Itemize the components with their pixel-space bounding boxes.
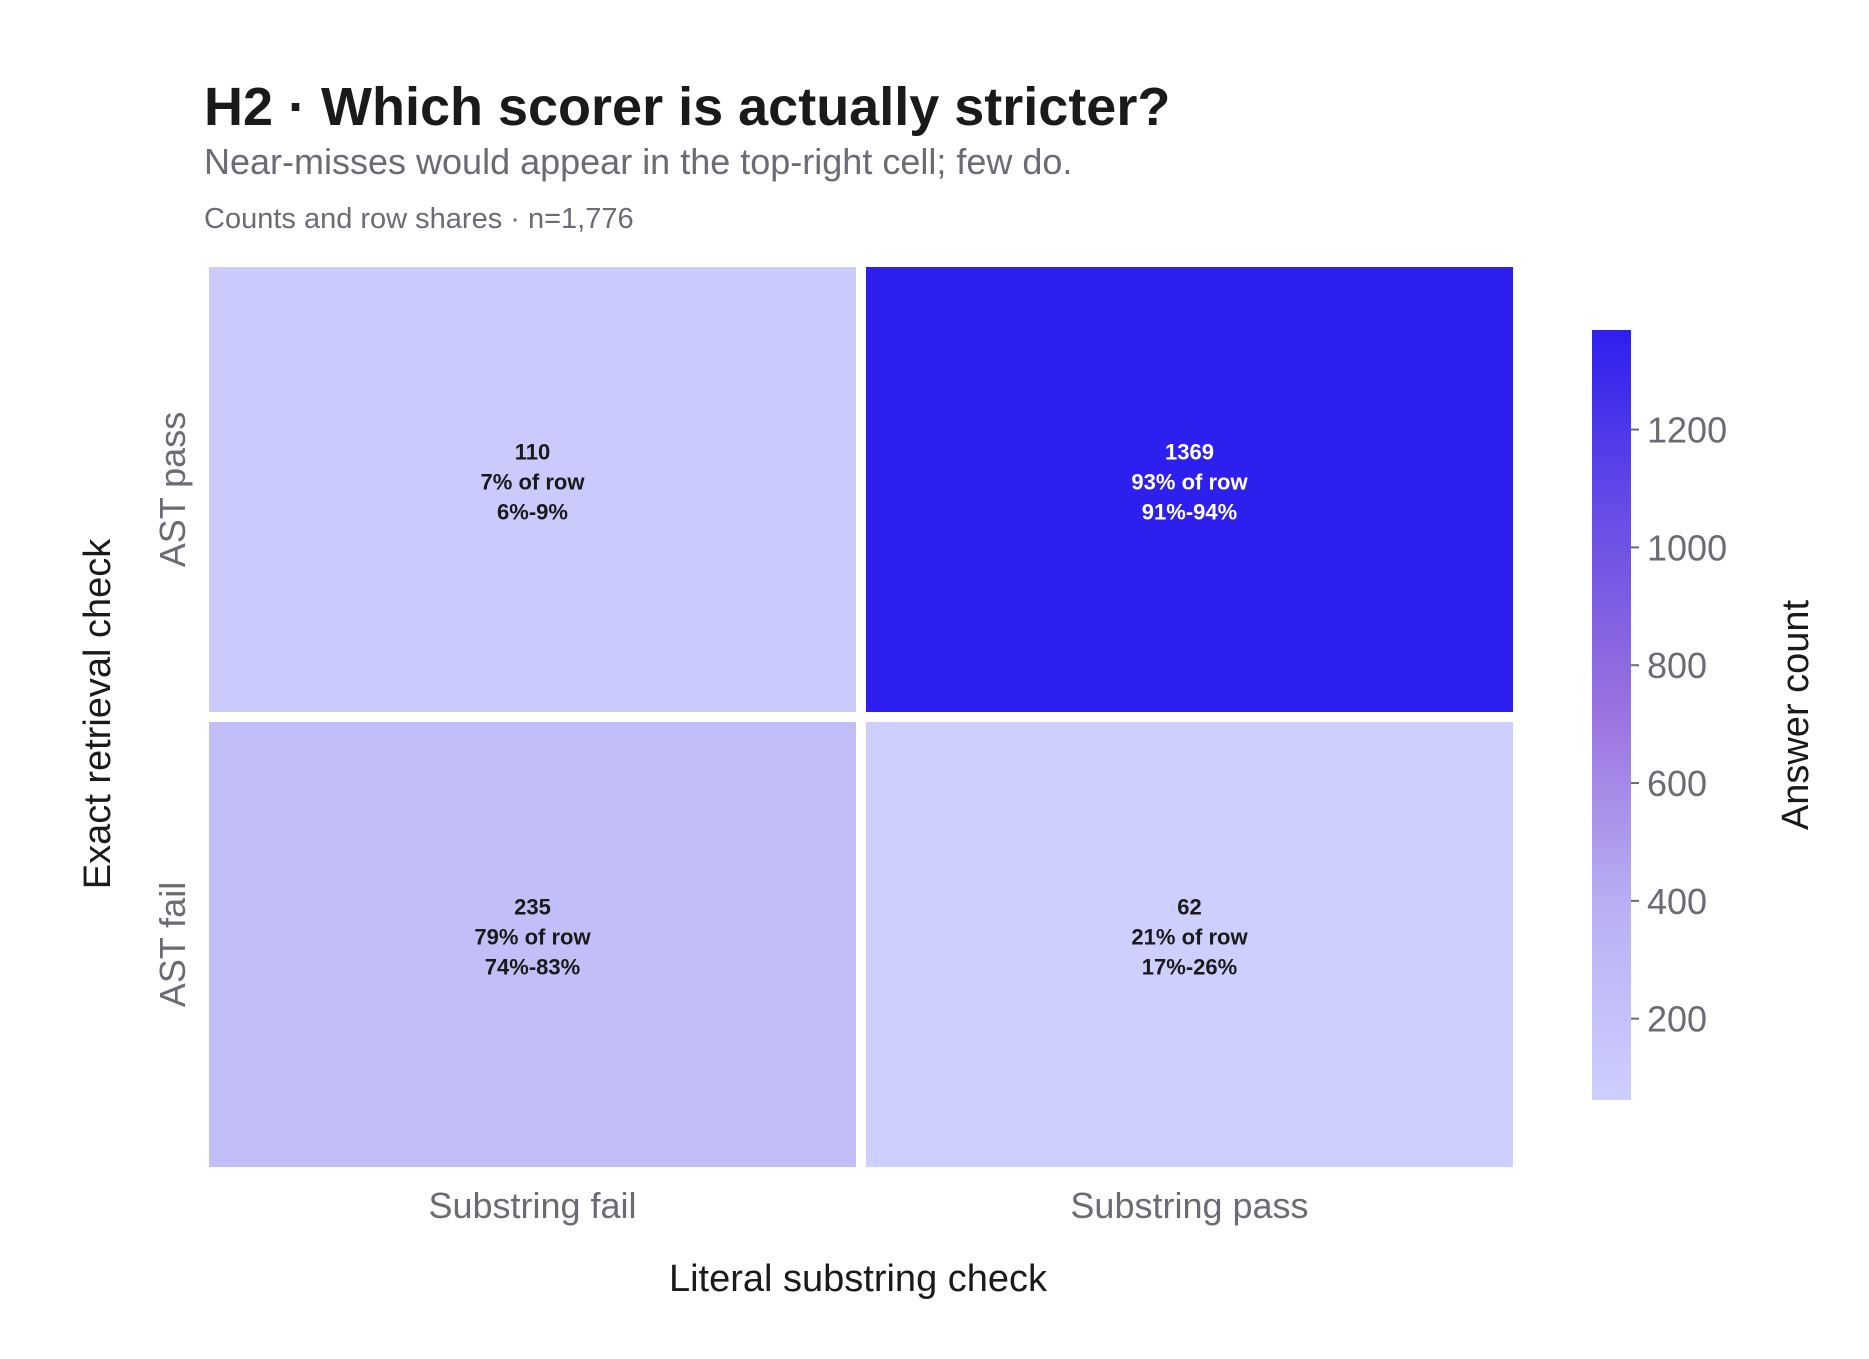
colorbar: 200 400 600 800 1000 1200 Answer count	[1592, 330, 1817, 1100]
cell-rect	[866, 267, 1513, 712]
colorbar-tick-label: 1000	[1647, 527, 1727, 568]
cell-ci-label: 17%-26%	[1142, 955, 1237, 980]
x-tick-label: Substring fail	[428, 1185, 636, 1226]
colorbar-gradient	[1592, 330, 1631, 1100]
y-axis-label: Exact retrieval check	[77, 538, 119, 890]
y-tick-label: AST fail	[152, 882, 193, 1007]
cell-rect	[209, 267, 856, 712]
cell-ci-label: 74%-83%	[485, 955, 580, 980]
cell-share-label: 7% of row	[481, 470, 586, 495]
cell-count-label: 1369	[1165, 440, 1214, 465]
x-tick-labels: Substring fail Substring pass	[428, 1185, 1308, 1226]
chart-title: H2 · Which scorer is actually stricter?	[204, 77, 1170, 137]
cell-count-label: 110	[515, 440, 551, 465]
cell-ci-label: 6%-9%	[497, 500, 568, 525]
y-tick-labels: AST pass AST fail	[152, 412, 193, 1007]
cell-count-label: 235	[514, 895, 551, 920]
colorbar-tick-label: 400	[1647, 881, 1707, 922]
x-tick-label: Substring pass	[1070, 1185, 1308, 1226]
x-axis-label: Literal substring check	[669, 1258, 1048, 1300]
heatmap-cell: 110 7% of row 6%-9%	[209, 267, 856, 712]
chart-subtitle: Near-misses would appear in the top-righ…	[204, 141, 1072, 182]
colorbar-tick-label: 200	[1647, 999, 1707, 1040]
cell-rect	[866, 722, 1513, 1167]
cell-share-label: 21% of row	[1131, 925, 1248, 950]
colorbar-label: Answer count	[1775, 599, 1817, 830]
colorbar-ticks: 200 400 600 800 1000 1200	[1631, 410, 1727, 1040]
colorbar-tick-label: 1200	[1647, 410, 1727, 451]
chart-caption: Counts and row shares · n=1,776	[204, 203, 634, 235]
cell-ci-label: 91%-94%	[1142, 500, 1237, 525]
heatmap-cells: 110 7% of row 6%-9% 1369 93% of row 91%-94% 23…	[209, 267, 1513, 1167]
cell-share-label: 93% of row	[1131, 470, 1248, 495]
colorbar-tick-label: 600	[1647, 763, 1707, 804]
cell-count-label: 62	[1177, 895, 1201, 920]
colorbar-tick-label: 800	[1647, 645, 1707, 686]
cell-rect	[209, 722, 856, 1167]
heatmap-cell: 62 21% of row 17%-26%	[866, 722, 1513, 1167]
heatmap-cell: 235 79% of row 74%-83%	[209, 722, 856, 1167]
cell-share-label: 79% of row	[474, 925, 591, 950]
heatmap-cell: 1369 93% of row 91%-94%	[866, 267, 1513, 712]
y-tick-label: AST pass	[152, 412, 193, 567]
